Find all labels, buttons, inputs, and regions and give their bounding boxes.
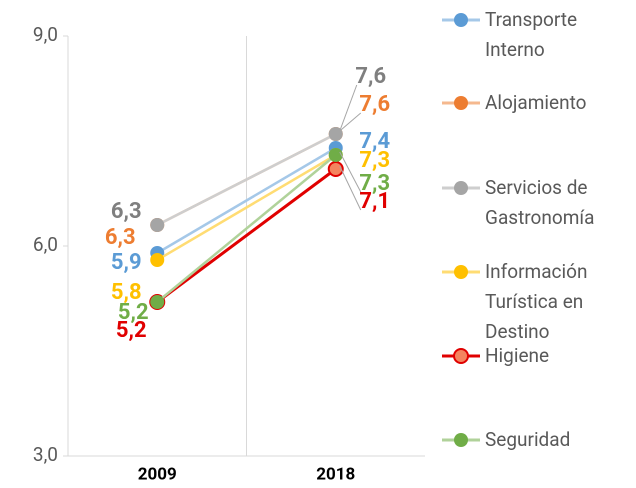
y-tick-label: 3,0	[33, 443, 58, 466]
leader-line	[339, 84, 358, 132]
legend-marker	[454, 265, 468, 279]
data-label: 7,3	[359, 148, 390, 173]
data-label: 5,2	[116, 318, 147, 343]
leader-line	[339, 165, 362, 211]
data-label: 6,3	[111, 199, 142, 224]
legend-marker	[454, 13, 468, 27]
data-label: 7,3	[359, 171, 390, 196]
legend-label: Seguridad	[485, 428, 571, 451]
legend-marker	[453, 348, 469, 364]
legend-marker	[454, 181, 468, 195]
legend-label: Servicios de Gastronomía	[485, 176, 595, 229]
x-tick-label: 2018	[316, 464, 355, 484]
series-line	[156, 167, 337, 304]
data-label: 7,6	[355, 64, 386, 89]
data-label: 5,8	[111, 280, 142, 305]
legend-label: Alojamiento	[485, 91, 587, 114]
data-label: 7,1	[359, 189, 390, 214]
marker	[150, 218, 165, 232]
series-line	[156, 153, 337, 262]
data-label: 5,2	[118, 300, 149, 325]
data-label: 7,6	[359, 92, 390, 117]
legend-label: Transporte Interno	[485, 8, 578, 61]
data-label: 7,4	[359, 129, 390, 154]
data-label: 6,3	[105, 225, 136, 250]
y-tick-label: 9,0	[33, 23, 58, 46]
y-tick-label: 6,0	[33, 233, 58, 256]
legend-label: Higiene	[485, 344, 550, 367]
leader-line	[339, 151, 362, 193]
marker	[150, 253, 165, 267]
marker	[328, 148, 343, 162]
x-tick-label: 2009	[138, 464, 177, 484]
legend-marker	[454, 433, 468, 447]
data-label: 5,9	[111, 250, 142, 275]
marker	[150, 295, 165, 309]
series-line	[156, 154, 337, 303]
series-line	[156, 132, 337, 227]
series-line	[156, 146, 337, 255]
marker	[328, 127, 343, 141]
legend-label: Información Turística en Destino	[485, 260, 588, 343]
leader-line	[339, 112, 362, 132]
legend-marker	[454, 96, 468, 110]
